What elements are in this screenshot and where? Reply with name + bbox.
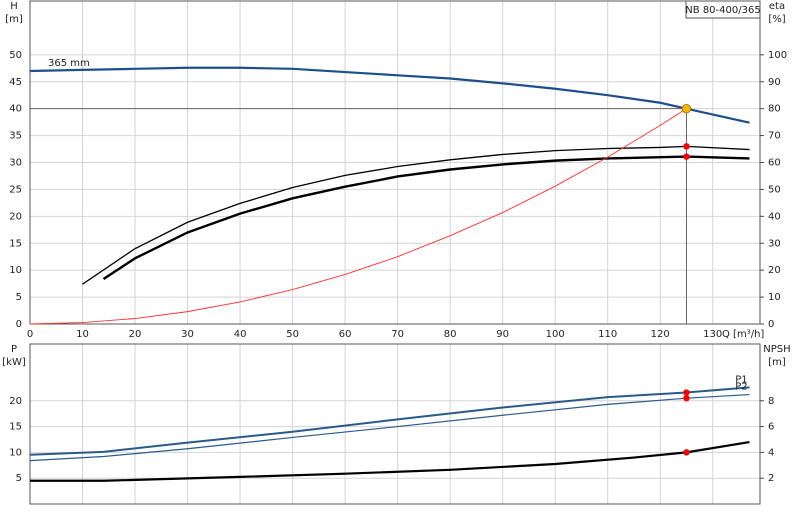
y2-tick-label: 70 [768, 131, 781, 142]
y-tick-label: 5 [16, 292, 22, 303]
duty-point [683, 143, 690, 150]
series-label: P2 [735, 382, 747, 393]
series-line [29, 386, 750, 456]
x-tick-label: 20 [129, 329, 142, 340]
y-tick-label: 30 [9, 158, 22, 169]
y2-tick-label: 0 [768, 319, 774, 330]
y-tick-label: 35 [9, 131, 22, 142]
x-axis-label: Q [m³/h] [722, 329, 764, 340]
duty-point [683, 394, 690, 402]
y-tick-label: 15 [9, 238, 22, 249]
duty-point [683, 449, 690, 456]
x-tick-label: 110 [598, 329, 617, 340]
y2-tick-label: 30 [768, 238, 781, 249]
y-tick-label: 20 [9, 211, 22, 222]
y-tick-label: 15 [9, 422, 22, 433]
duty-point [683, 153, 690, 160]
chart-title: NB 80-400/365 [685, 5, 760, 16]
y2-tick-label: 80 [768, 104, 781, 115]
duty-point [681, 103, 692, 114]
y-tick-label: 25 [9, 184, 22, 195]
plot-frame [29, 343, 761, 505]
y2-axis-label: eta [769, 1, 785, 12]
series-line [82, 145, 750, 285]
series-line [29, 108, 687, 325]
series-line [29, 393, 750, 462]
y-tick-label: 10 [9, 265, 22, 276]
y2-tick-label: 60 [768, 158, 781, 169]
y2-tick-label: 2 [768, 473, 774, 484]
y-axis-label: H [10, 1, 18, 12]
title-box [685, 0, 761, 19]
plot-frame [29, 0, 761, 325]
x-tick-label: 120 [651, 329, 670, 340]
y-tick-label: 50 [9, 50, 22, 61]
y-tick-label: 0 [16, 319, 22, 330]
y2-axis-label: [m] [768, 357, 786, 368]
x-tick-label: 10 [76, 329, 89, 340]
x-tick-label: 0 [27, 329, 33, 340]
y2-tick-label: 4 [768, 447, 774, 458]
series-line [29, 66, 750, 124]
x-tick-label: 50 [286, 329, 299, 340]
y2-axis-label: [%] [768, 14, 785, 25]
series-line [102, 155, 750, 281]
y-axis-label: [kW] [2, 357, 26, 368]
series-label: P1 [735, 374, 747, 385]
x-tick-label: 80 [444, 329, 457, 340]
y-tick-label: 20 [9, 396, 22, 407]
y2-tick-label: 10 [768, 292, 781, 303]
x-tick-label: 60 [339, 329, 352, 340]
y2-tick-label: 90 [768, 77, 781, 88]
x-tick-label: 40 [234, 329, 247, 340]
y2-tick-label: 40 [768, 211, 781, 222]
y2-tick-label: 50 [768, 184, 781, 195]
y-axis-label: P [11, 344, 17, 355]
x-tick-label: 70 [391, 329, 404, 340]
x-tick-label: 30 [181, 329, 194, 340]
duty-point [683, 389, 690, 396]
y2-axis-label: NPSH [763, 344, 790, 355]
x-tick-label: 90 [496, 329, 509, 340]
y-tick-label: 5 [16, 473, 22, 484]
y-tick-label: 40 [9, 104, 22, 115]
series-label: 365 mm [48, 58, 90, 69]
y-tick-label: 45 [9, 77, 22, 88]
y2-tick-label: 8 [768, 396, 774, 407]
series-line [30, 440, 750, 482]
y-tick-label: 10 [9, 447, 22, 458]
y2-tick-label: 100 [768, 50, 787, 61]
y2-tick-label: 6 [768, 422, 774, 433]
y2-tick-label: 20 [768, 265, 781, 276]
y-axis-label: [m] [5, 14, 23, 25]
x-tick-label: 130 [703, 329, 722, 340]
x-tick-label: 100 [546, 329, 565, 340]
